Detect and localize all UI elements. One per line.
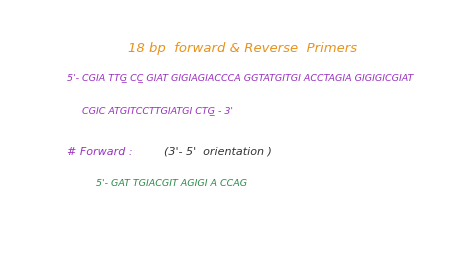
Text: (3'- 5'  orientation ): (3'- 5' orientation ) bbox=[164, 147, 272, 157]
Text: CGIC ATGITCCTTGIATGI CTG̲ - 3': CGIC ATGITCCTTGIATGI CTG̲ - 3' bbox=[66, 106, 233, 115]
Text: 5'- CGIA TTG̲ CC̲ GIAT GIGIAGIACCCA GGTATGITGI ACCTAGIA GIGIGICGIAT: 5'- CGIA TTG̲ CC̲ GIAT GIGIAGIACCCA GGTA… bbox=[66, 73, 413, 82]
Text: 5'- GAT TGIACGIT AGIGI A CCAG: 5'- GAT TGIACGIT AGIGI A CCAG bbox=[96, 179, 247, 188]
Text: # Forward :: # Forward : bbox=[66, 147, 139, 157]
Text: 18 bp  forward & Reverse  Primers: 18 bp forward & Reverse Primers bbox=[128, 42, 357, 55]
